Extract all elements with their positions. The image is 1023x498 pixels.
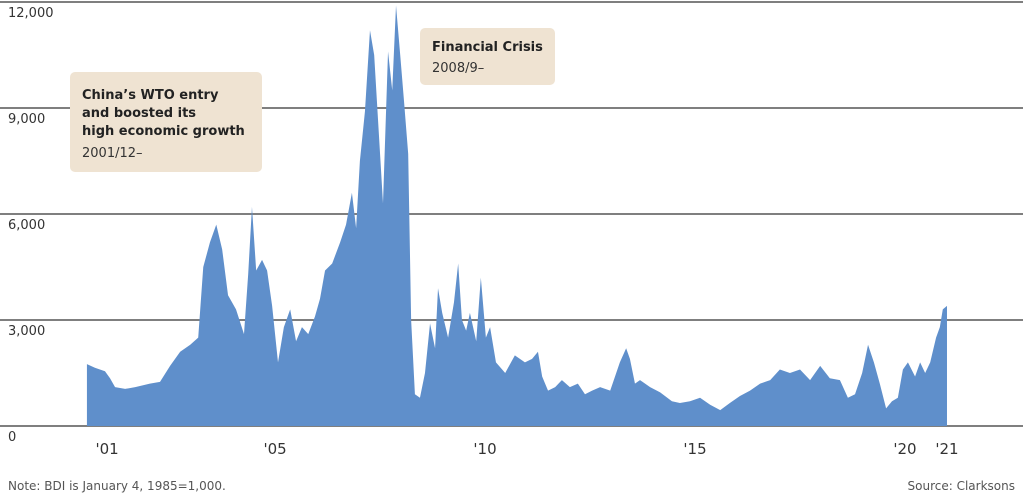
annotations: China’s WTO entry and boosted its high e… (70, 28, 555, 172)
y-tick-label: 3,000 (8, 324, 45, 339)
annotation-date: 2001/12– (82, 146, 143, 161)
annotation-title: high economic growth (82, 124, 245, 139)
area (86, 5, 947, 427)
annotation-date: 2008/9– (432, 61, 484, 76)
source: Source: Clarksons (908, 479, 1015, 493)
note: Note: BDI is January 4, 1985=1,000. (8, 479, 226, 493)
grid: 0 3,000 6,000 9,000 12,000 '01 '05 '10 '15 '20 '21 (0, 1, 1023, 458)
y-tick-label: 6,000 (8, 218, 45, 233)
annotation-title: and boosted its (82, 106, 196, 121)
y-tick-label: 0 (8, 430, 16, 445)
annotation-box (70, 72, 262, 172)
y-tick-label: 12,000 (8, 6, 54, 21)
x-tick-label: '15 (683, 440, 706, 458)
annotation-title: China’s WTO entry (82, 88, 219, 103)
annotation-box (420, 28, 555, 85)
x-tick-label: '20 (893, 440, 916, 458)
annotation-title: Financial Crisis (432, 40, 543, 55)
y-tick-label: 9,000 (8, 112, 45, 127)
marks (86, 5, 947, 427)
x-tick-label: '10 (473, 440, 496, 458)
x-tick-label: '05 (263, 440, 286, 458)
x-tick-label: '21 (935, 440, 958, 458)
x-tick-label: '01 (95, 440, 118, 458)
